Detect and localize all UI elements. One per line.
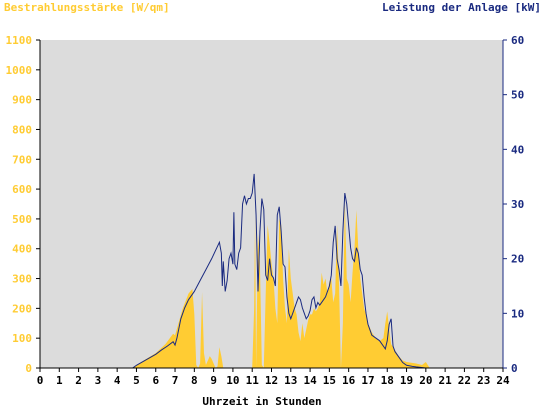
right-tick-label: 30	[511, 198, 524, 211]
left-tick-label: 500	[12, 213, 32, 226]
left-tick-label: 600	[12, 183, 32, 196]
left-tick-label: 1100	[6, 34, 33, 47]
x-tick-label: 18	[381, 374, 394, 387]
x-tick-label: 2	[75, 374, 82, 387]
irradiance-area	[40, 201, 503, 368]
left-tick-label: 900	[12, 94, 32, 107]
x-tick-label: 4	[114, 374, 121, 387]
left-axis-title: Bestrahlungsstärke [W/qm]	[4, 1, 170, 14]
x-tick-label: 1	[56, 374, 63, 387]
x-tick-label: 11	[246, 374, 260, 387]
right-tick-label: 0	[511, 362, 518, 375]
right-tick-label: 60	[511, 34, 524, 47]
chart-marks	[40, 173, 503, 369]
x-tick-label: 9	[210, 374, 217, 387]
x-tick-label: 3	[95, 374, 102, 387]
x-tick-label: 21	[439, 374, 453, 387]
left-tick-label: 300	[12, 273, 32, 286]
x-tick-label: 20	[419, 374, 432, 387]
x-tick-label: 17	[361, 374, 374, 387]
left-tick-label: 0	[25, 362, 32, 375]
left-tick-label: 200	[12, 302, 32, 315]
left-tick-label: 800	[12, 123, 32, 136]
x-tick-label: 19	[400, 374, 413, 387]
right-tick-label: 20	[511, 253, 524, 266]
x-tick-label: 6	[152, 374, 159, 387]
x-tick-label: 8	[191, 374, 198, 387]
x-tick-label: 12	[265, 374, 278, 387]
x-tick-label: 7	[172, 374, 179, 387]
left-tick-label: 700	[12, 153, 32, 166]
right-tick-label: 40	[511, 143, 524, 156]
x-tick-label: 13	[284, 374, 297, 387]
left-tick-label: 1000	[6, 64, 33, 77]
right-tick-label: 50	[511, 89, 524, 102]
x-tick-label: 10	[226, 374, 239, 387]
x-axis-label: Uhrzeit in Stunden	[202, 395, 321, 408]
x-tick-label: 22	[458, 374, 471, 387]
x-tick-label: 5	[133, 374, 140, 387]
chart-axes: 0 1 2 3 4 5 6 7 8 9 10 11 12 13 14 15 16 17 18 19 20 21 22 23 24…	[6, 34, 525, 387]
power-line	[40, 173, 503, 369]
x-tick-label: 14	[303, 374, 317, 387]
x-tick-label: 23	[477, 374, 490, 387]
x-tick-label: 15	[323, 374, 336, 387]
x-tick-label: 16	[342, 374, 356, 387]
right-axis-title: Leistung der Anlage [kW]	[382, 1, 541, 14]
x-tick-label: 24	[496, 374, 510, 387]
left-tick-label: 100	[12, 332, 32, 345]
x-tick-label: 0	[37, 374, 44, 387]
right-tick-label: 10	[511, 307, 524, 320]
left-tick-label: 400	[12, 243, 32, 256]
